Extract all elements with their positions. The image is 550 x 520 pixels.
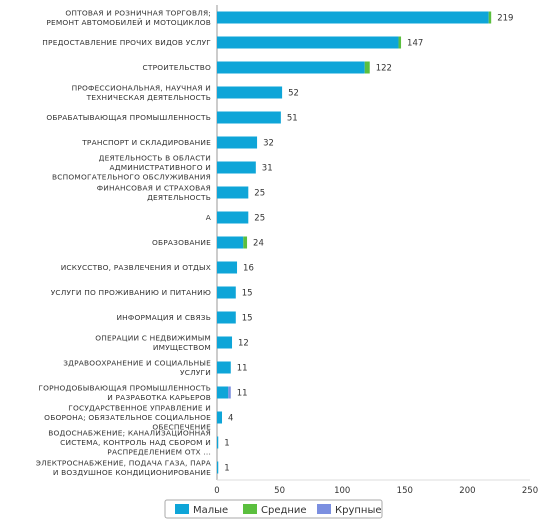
legend-swatch-Крупные [317,504,331,514]
bar-segment-Средние [364,61,370,74]
category-label: ПРЕДОСТАВЛЕНИЕ ПРОЧИХ ВИДОВ УСЛУГ [42,38,211,47]
data-label: 15 [242,289,253,299]
bar-segment-Малые [217,136,258,149]
bar-segment-Малые [217,311,236,324]
bar-segment-Средние [398,36,402,49]
data-label: 12 [238,339,249,349]
data-label: 31 [262,164,273,174]
category-label: ЗДРАВООХРАНЕНИЕ И СОЦИАЛЬНЫЕ УСЛУГИ [63,358,211,377]
category-label: ГОСУДАРСТВЕННОЕ УПРАВЛЕНИЕ И ОБОРОНА; ОБЯ… [44,404,211,432]
x-tick-label: 250 [522,486,538,496]
category-label: ДЕЯТЕЛЬНОСТЬ В ОБЛАСТИ АДМИНИСТРАТИВНОГО … [52,154,211,182]
bar-segment-Средние [243,236,248,249]
data-label: 219 [497,14,513,24]
category-label: ГОРНОДОБЫВАЮЩАЯ ПРОМЫШЛЕННОСТЬ И РАЗРАБОТ… [38,383,211,402]
category-label: ИСКУССТВО, РАЗВЛЕЧЕНИЯ И ОТДЫХ [61,263,211,272]
category-label: ОПТОВАЯ И РОЗНИЧНАЯ ТОРГОВЛЯ; РЕМОНТ АВТО… [46,8,211,27]
bar-segment-Крупные [228,386,231,399]
bar-segment-Малые [217,336,233,349]
category-label: ОБРАБАТЫВАЮЩАЯ ПРОМЫШЛЕННОСТЬ [46,113,211,122]
data-label: 15 [242,314,253,324]
bar-segment-Малые [217,186,249,199]
bar-segment-Малые [217,11,489,24]
data-label: 122 [376,64,392,74]
bar-segment-Малые [217,461,219,474]
data-label: 1 [224,439,229,449]
data-label: 51 [287,114,298,124]
category-label: УСЛУГИ ПО ПРОЖИВАНИЮ И ПИТАНИЮ [51,288,211,297]
bar-segment-Малые [217,211,249,224]
category-label: А [206,213,211,222]
bar-segment-Малые [217,386,229,399]
category-label: ЭЛЕКТРОСНАБЖЕНИЕ, ПОДАЧА ГАЗА, ПАРА И ВОЗ… [36,458,211,477]
category-label: ОПЕРАЦИИ С НЕДВИЖИМЫМ ИМУЩЕСТВОМ [95,333,211,352]
x-tick-label: 150 [397,486,413,496]
bar-segment-Малые [217,111,281,124]
legend-label: Крупные [335,505,382,516]
x-tick-label: 0 [214,486,219,496]
bar-segment-Малые [217,261,238,274]
data-label: 147 [407,39,423,49]
category-label: ВОДОСНАБЖЕНИЕ; КАНАЛИЗАЦИОННАЯ СИСТЕМА, К… [48,429,211,457]
bar-segment-Малые [217,236,244,249]
bar-segment-Малые [217,61,365,74]
legend-swatch-Малые [175,504,189,514]
bar-segment-Малые [217,361,231,374]
data-label: 52 [288,89,299,99]
category-label: ИНФОРМАЦИЯ И СВЯЗЬ [116,313,211,322]
x-tick-label: 50 [274,486,285,496]
data-label: 1 [224,464,229,474]
data-label: 16 [243,264,254,274]
category-label: ПРОФЕССИОНАЛЬНАЯ, НАУЧНАЯ И ТЕХНИЧЕСКАЯ Д… [72,83,211,102]
data-label: 32 [263,139,274,149]
x-tick-label: 100 [334,486,350,496]
legend-label: Малые [193,505,228,516]
bar-segment-Малые [217,411,223,424]
data-label: 11 [237,389,248,399]
bar-segment-Средние [488,11,492,24]
bar-segment-Малые [217,36,399,49]
legend-swatch-Средние [243,504,257,514]
data-label: 25 [254,189,265,199]
category-label: ТРАНСПОРТ И СКЛАДИРОВАНИЕ [81,138,211,147]
bar-segment-Малые [217,161,256,174]
data-label: 24 [253,239,264,249]
legend-label: Средние [261,505,307,516]
bar-segment-Малые [217,286,236,299]
x-tick-label: 200 [459,486,475,496]
category-label: ОБРАЗОВАНИЕ [152,238,211,247]
data-label: 25 [254,214,265,224]
category-label: СТРОИТЕЛЬСТВО [143,63,211,72]
data-label: 4 [228,414,233,424]
bar-segment-Малые [217,436,219,449]
category-label: ФИНАНСОВАЯ И СТРАХОВАЯ ДЕЯТЕЛЬНОСТЬ [97,183,211,202]
bar-segment-Малые [217,86,283,99]
data-label: 11 [237,364,248,374]
